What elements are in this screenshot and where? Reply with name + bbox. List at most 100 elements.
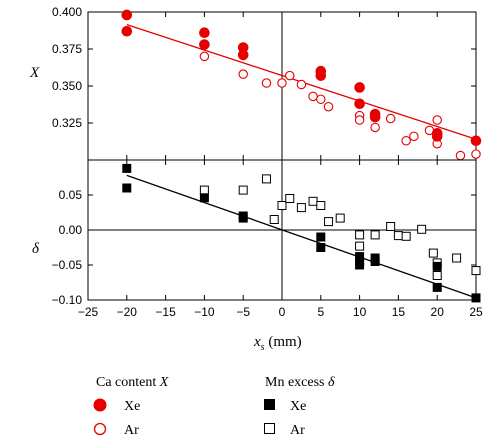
legend: Ca content X Xe Ar Mn excess δ Xe Ar xyxy=(93,375,335,438)
bottom-xe-point xyxy=(432,282,442,292)
top-ar-point xyxy=(323,101,334,112)
bottom-xe-point xyxy=(122,163,132,173)
bottom-ar-point xyxy=(452,253,462,263)
x-tick-label: −15 xyxy=(155,305,176,319)
legend-mn: Mn excess δ Xe Ar xyxy=(264,375,335,438)
legend-mn-title-prefix: Mn excess xyxy=(265,375,328,390)
top-ar-point xyxy=(277,78,287,88)
top-ar-point xyxy=(432,115,442,125)
x-tick-label: 15 xyxy=(392,305,406,319)
top-xe-point xyxy=(237,49,249,61)
bottom-ar-point xyxy=(370,230,380,240)
x-tick-label: 10 xyxy=(353,305,367,319)
x-tick-label: 25 xyxy=(469,305,483,319)
top-xe-point xyxy=(315,70,327,81)
bottom-ar-point xyxy=(324,217,334,227)
top-y-tick-label: 0.325 xyxy=(52,116,82,130)
top-ar-point xyxy=(261,78,272,88)
bottom-ar-point xyxy=(335,213,345,223)
top-ar-point xyxy=(354,115,365,125)
bottom-ar-point xyxy=(269,215,279,224)
bottom-ar-point xyxy=(277,201,287,210)
bottom-ar-point xyxy=(355,230,365,240)
top-ar-point xyxy=(308,91,318,102)
legend-ca: Ca content X Xe Ar xyxy=(93,375,169,438)
legend-mn-title-var: δ xyxy=(328,375,335,390)
legend-ca-xe-label: Xe xyxy=(124,399,140,414)
legend-mn-ar-label: Ar xyxy=(290,423,305,438)
top-xe-point xyxy=(431,131,443,142)
legend-mn-xe-label: Xe xyxy=(290,399,306,414)
bottom-xe-point xyxy=(122,183,132,193)
legend-ca-title-var: X xyxy=(159,375,169,390)
top-ar-point xyxy=(471,149,481,159)
top-xe-point xyxy=(199,39,210,50)
x-tick-label: 20 xyxy=(431,305,445,319)
x-tick-label: −10 xyxy=(194,305,215,319)
top-xe-point xyxy=(354,82,365,93)
top-ar-point xyxy=(316,94,326,105)
top-ar-point xyxy=(370,122,380,133)
x-tick-label: −25 xyxy=(78,305,99,319)
bottom-xe-point xyxy=(316,243,326,252)
top-y-tick-label: 0.375 xyxy=(52,42,82,56)
top-y-tick-label: 0.350 xyxy=(52,79,82,93)
bottom-ar-point xyxy=(428,248,438,258)
bottom-ar-point xyxy=(432,271,442,280)
top-xe-point xyxy=(470,135,482,147)
bottom-xe-point xyxy=(370,257,380,266)
bottom-ar-point xyxy=(238,185,248,195)
bottom-xe-point xyxy=(199,193,209,203)
bottom-y-tick-label: −0.05 xyxy=(52,258,83,272)
legend-ca-ar-label: Ar xyxy=(124,423,139,438)
bottom-ar-point xyxy=(393,231,403,241)
x-tick-label: 0 xyxy=(279,305,286,319)
bottom-ar-point xyxy=(355,241,365,251)
bottom-y-tick-label: 0.00 xyxy=(59,223,83,237)
top-ar-point xyxy=(409,131,419,142)
x-axis-label: xs (mm) xyxy=(253,334,302,353)
top-panel: 0.325 0.350 0.375 0.400 xyxy=(52,5,482,161)
top-xe-point xyxy=(354,98,365,110)
top-ar-point xyxy=(199,51,210,62)
legend-mn-xe-marker xyxy=(264,399,275,410)
bottom-xe-point xyxy=(432,261,442,271)
bottom-ar-point xyxy=(285,194,295,203)
legend-mn-title: Mn excess δ xyxy=(265,375,335,390)
bottom-ar-point xyxy=(296,203,306,213)
x-tick-label: −20 xyxy=(117,305,138,319)
top-ar-point xyxy=(401,136,411,146)
bottom-xe-point xyxy=(316,232,326,242)
bottom-xe-point xyxy=(238,213,248,223)
legend-ca-title-prefix: Ca content xyxy=(96,375,160,390)
bottom-xe-point xyxy=(355,260,365,270)
top-y-tick-label: 0.400 xyxy=(52,5,82,19)
bottom-panel: −0.10 −0.05 0.00 0.05 −25 −20 −15 −10 −5 0 5 10 15 20… xyxy=(52,159,483,319)
bottom-y-tick-label: 0.05 xyxy=(59,188,83,202)
top-xe-point xyxy=(199,27,210,39)
bottom-y-tick-label: −0.10 xyxy=(52,293,83,307)
bottom-fit-line xyxy=(126,174,477,299)
bottom-ar-point xyxy=(417,224,427,234)
bottom-ar-point xyxy=(316,201,326,210)
top-y-axis-label: X xyxy=(29,65,40,81)
bottom-ar-point xyxy=(386,222,396,231)
legend-ca-ar-marker xyxy=(93,422,107,436)
legend-ca-title: Ca content X xyxy=(96,375,169,390)
top-xe-point xyxy=(121,25,133,37)
bottom-ar-point xyxy=(308,196,318,206)
top-ar-point xyxy=(385,113,396,124)
bottom-xe-point xyxy=(471,293,481,303)
top-ar-point xyxy=(238,69,248,79)
x-axis-label-var: x xyxy=(253,334,261,350)
x-tick-label: −5 xyxy=(236,305,250,319)
top-xe-point xyxy=(369,111,381,123)
bottom-xe-point xyxy=(355,252,365,262)
bottom-ar-point xyxy=(401,231,411,241)
bottom-ar-point xyxy=(261,174,271,184)
bottom-ar-point xyxy=(199,185,209,195)
top-xe-point xyxy=(121,9,133,21)
bottom-y-axis-label: δ xyxy=(32,241,40,257)
top-ar-point xyxy=(296,79,307,90)
